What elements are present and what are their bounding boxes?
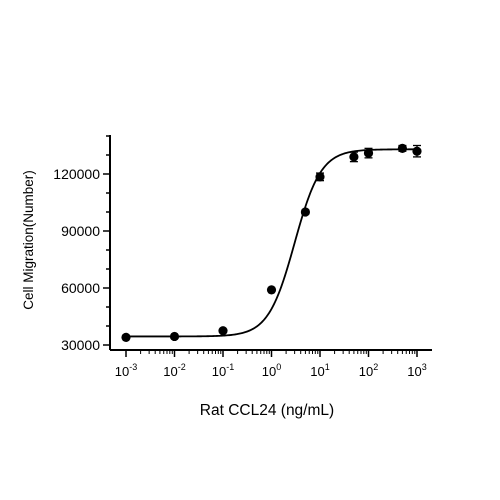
x-tick-label: 100: [262, 362, 281, 379]
x-tick-label: 101: [310, 362, 329, 379]
y-tick-label: 90000: [61, 223, 100, 239]
data-point: [218, 326, 228, 336]
x-tick-label: 103: [407, 362, 426, 379]
data-points-layer: [121, 143, 422, 342]
data-point: [121, 332, 131, 342]
y-axis-title: Cell Migration(Number): [21, 170, 36, 310]
x-tick-label: 10-1: [212, 362, 234, 379]
data-point: [412, 146, 422, 156]
data-point: [397, 143, 408, 153]
x-tick-label: 10-2: [163, 362, 185, 379]
data-point: [169, 331, 180, 342]
x-tick-label: 10-3: [115, 362, 137, 379]
axes: 30000 60000 90000 120000 10-3 10-2 10-1 100 101 1…: [53, 135, 432, 379]
fit-curve-layer: [126, 148, 417, 338]
fit-curve: [126, 148, 417, 338]
data-point: [300, 207, 311, 217]
y-tick-label: 60000: [61, 280, 100, 296]
y-tick-label: 120000: [53, 166, 100, 182]
data-point: [363, 148, 374, 158]
y-tick-label: 30000: [61, 337, 100, 353]
data-point: [349, 152, 359, 162]
x-axis-title: Rat CCL24 (ng/mL): [200, 402, 334, 419]
x-tick-label: 102: [359, 362, 378, 379]
data-point: [315, 172, 325, 182]
data-point: [266, 285, 277, 295]
